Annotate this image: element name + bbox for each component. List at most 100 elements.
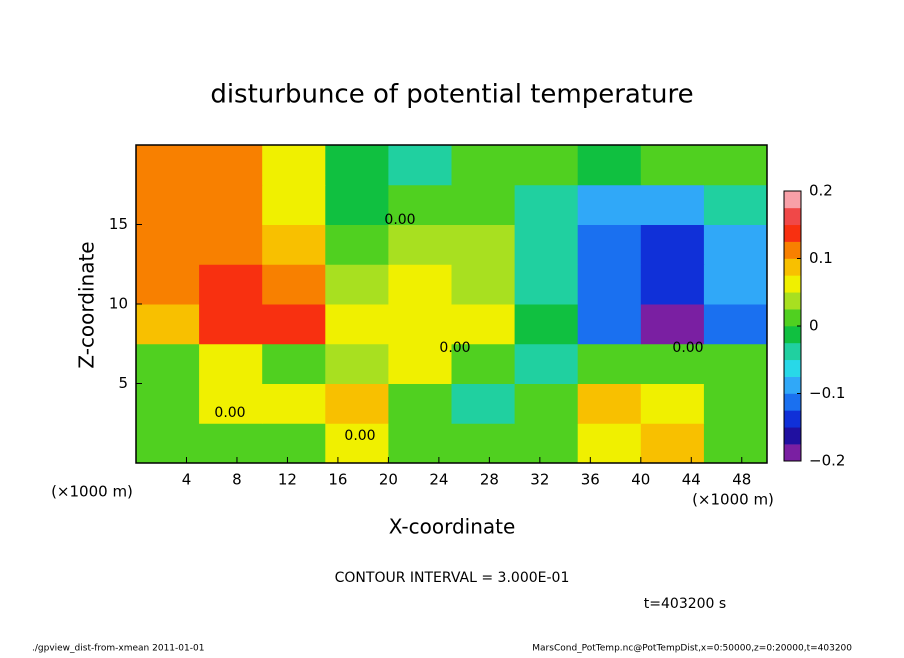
heat-cell (703, 383, 768, 424)
colorbar-band (784, 224, 801, 242)
heat-cell (703, 343, 768, 384)
x-tick-label: 8 (232, 471, 242, 489)
y-tick-label: 5 (118, 374, 128, 392)
heat-cell (388, 343, 452, 384)
contour-label: 0.00 (214, 405, 245, 421)
heat-cell (199, 343, 263, 384)
heat-cell (325, 224, 389, 265)
heat-cell (640, 224, 705, 265)
heat-cell (199, 423, 263, 464)
heat-cell (703, 224, 768, 265)
x-unit: (×1000 m) (692, 491, 774, 509)
heat-cell (640, 383, 705, 424)
heat-cell (640, 423, 705, 464)
contour-label: 0.00 (672, 340, 703, 356)
x-tick-label: 24 (429, 471, 448, 489)
heat-cell (262, 224, 326, 265)
heat-cell (388, 145, 452, 186)
heat-cell (703, 304, 768, 345)
heat-cell (325, 264, 389, 305)
heat-cell (388, 224, 452, 265)
heat-cell (514, 264, 579, 305)
heat-cell (199, 264, 263, 305)
colorbar-label: 0.1 (809, 249, 833, 267)
heat-cell (136, 304, 200, 345)
heat-cell (640, 264, 705, 305)
time-label: t=403200 s (644, 596, 726, 612)
x-tick-label: 28 (480, 471, 499, 489)
heat-cell (514, 224, 579, 265)
heat-cell (136, 383, 200, 424)
heat-cell (640, 145, 705, 186)
heat-cell (451, 224, 516, 265)
heat-cell (514, 383, 579, 424)
x-axis-label: X-coordinate (389, 515, 516, 539)
heat-cell (388, 264, 452, 305)
colorbar-band (784, 275, 801, 293)
heat-cell (136, 184, 200, 225)
colorbar-band (784, 342, 801, 361)
heat-cell (325, 304, 389, 345)
heat-cell (325, 383, 389, 424)
colorbar-label: 0 (809, 317, 819, 335)
heat-cell (199, 145, 263, 186)
heat-cell (514, 304, 579, 345)
heat-cell (136, 224, 200, 265)
heat-cell (262, 423, 326, 464)
contour-label: 0.00 (384, 212, 415, 228)
heat-cell (136, 343, 200, 384)
y-axis-label: Z-coordinate (75, 241, 99, 368)
colorbar-band (784, 309, 801, 327)
heat-cell (136, 145, 200, 186)
heat-cell (325, 343, 389, 384)
heat-cell (451, 423, 516, 464)
colorbar-band (784, 410, 801, 428)
heat-cell (451, 343, 516, 384)
heat-cell (262, 264, 326, 305)
heat-cell (577, 423, 642, 464)
heat-cell (577, 383, 642, 424)
colorbar-label: 0.2 (809, 182, 833, 200)
colorbar-label: −0.2 (809, 452, 845, 470)
heat-cell (199, 184, 263, 225)
y-tick-label: 10 (109, 295, 128, 313)
colorbar-band (784, 444, 801, 462)
x-tick-label: 40 (631, 471, 650, 489)
heat-cell (640, 343, 705, 384)
colorbar-band (784, 191, 801, 209)
heat-cell (577, 304, 642, 345)
x-tick-label: 16 (328, 471, 347, 489)
x-tick-label: 20 (379, 471, 398, 489)
heat-cell (136, 423, 200, 464)
x-tick-label: 4 (182, 471, 192, 489)
colorbar-band (784, 241, 801, 259)
heat-cell (325, 145, 389, 186)
heat-cell (262, 145, 326, 186)
colorbar-band (784, 359, 801, 377)
heat-cell (325, 184, 389, 225)
heat-cell (514, 343, 579, 384)
heat-cell (199, 224, 263, 265)
footer-left: ./gpview_dist-from-xmean 2011-01-01 (32, 644, 204, 654)
x-tick-label: 32 (530, 471, 549, 489)
heat-cell (577, 145, 642, 186)
colorbar-band (784, 207, 801, 226)
heat-cell (262, 184, 326, 225)
heat-cell (514, 184, 579, 225)
colorbar-label: −0.1 (809, 384, 845, 402)
heat-cell (577, 224, 642, 265)
colorbar-band (784, 258, 801, 276)
heat-cell (703, 264, 768, 305)
colorbar-band (784, 393, 801, 411)
heat-cell (388, 304, 452, 345)
heat-cell (388, 184, 452, 225)
x-tick-label: 48 (732, 471, 751, 489)
x-tick-label: 44 (682, 471, 701, 489)
heat-cell (451, 184, 516, 225)
colorbar-band (784, 376, 801, 394)
heat-cell (199, 304, 263, 345)
heat-cell (136, 264, 200, 305)
heat-cell (703, 145, 768, 186)
